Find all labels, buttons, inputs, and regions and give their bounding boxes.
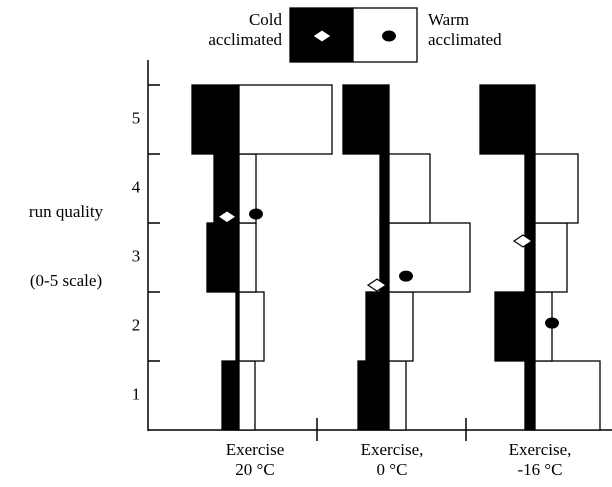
y-axis-label: (0-5 scale) [30,271,102,290]
mean-marker [512,234,534,248]
x-tick-label: 20 °C [235,460,274,479]
bar [357,360,390,431]
bar [524,153,536,224]
x-tick-label: Exercise [226,440,285,459]
mean-marker [216,210,238,224]
y-tick-label: 5 [132,108,141,127]
x-tick-label: Exercise, [361,440,424,459]
legend-label: Cold [249,10,283,29]
bar [238,360,256,431]
bar [479,84,536,155]
bar [388,360,407,431]
x-tick-label: Exercise, [509,440,572,459]
bar [365,291,390,362]
bar [388,291,414,362]
x-tick-label: 0 °C [377,460,408,479]
bar [379,153,390,224]
y-tick-label: 4 [132,177,141,196]
bar [534,153,579,224]
bar [206,222,240,293]
legend-label: Warm [428,10,469,29]
legend-label: acclimated [208,30,282,49]
bar [238,84,333,155]
bar [494,291,536,362]
bar [238,291,265,362]
bar [534,360,601,431]
bar [388,222,471,293]
mean-marker [249,208,263,220]
bar [388,153,431,224]
legend-marker [382,30,396,42]
y-axis-label: run quality [29,202,104,221]
bar [524,222,536,293]
bar [221,360,240,431]
y-tick-label: 1 [132,384,141,403]
x-tick-label: -16 °C [517,460,562,479]
legend-marker [312,29,332,43]
bar [342,84,390,155]
bar [534,222,568,293]
bar [191,84,240,155]
y-tick-label: 2 [132,315,141,334]
mean-marker [399,270,413,282]
mean-marker [366,278,388,292]
bar [238,222,257,293]
mean-marker [545,317,559,329]
legend-label: acclimated [428,30,502,49]
bar [524,360,536,431]
y-tick-label: 3 [132,246,141,265]
